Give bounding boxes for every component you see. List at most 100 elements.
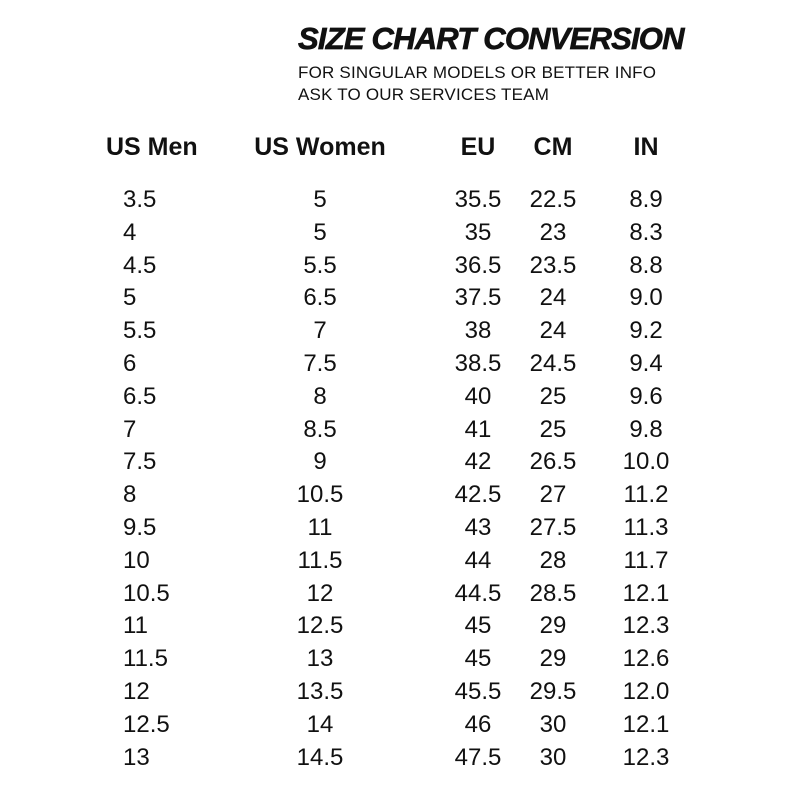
table-row: 5 6.5 37.5 24 9.0	[100, 282, 712, 315]
cell-us-women: 5.5	[303, 251, 337, 279]
cell-us-women: 12	[306, 579, 334, 607]
cell-in: 8.9	[629, 186, 663, 213]
cell-in: 10.0	[622, 448, 670, 476]
cell-cm: 26.5	[529, 448, 577, 476]
cell-eu: 43	[464, 513, 492, 541]
cell-us-men: 5.5	[123, 317, 157, 345]
table-row: 7.5 9 42 26.5 10.0	[100, 446, 712, 479]
table-row: 3.5 5 35.5 22.5 8.9	[100, 184, 712, 217]
cell-in: 12.0	[622, 677, 670, 705]
cell-cm: 30	[539, 743, 567, 771]
cell-in: 9.8	[629, 415, 663, 443]
cell-cm: 27	[539, 481, 567, 509]
cell-eu: 47.5	[454, 743, 502, 771]
cell-in: 12.6	[622, 645, 670, 673]
cell-us-women: 7.5	[303, 349, 337, 377]
column-header-us-men: US Men	[106, 133, 198, 161]
cell-eu: 45	[464, 645, 492, 673]
cell-eu: 40	[464, 382, 492, 410]
size-conversion-table: US Men US Women EU CM IN 3.5 5 35.5 22.5 8.9…	[100, 130, 712, 774]
table-row: 11 12.5 45 29 12.3	[100, 610, 712, 643]
cell-eu: 37.5	[454, 284, 502, 312]
cell-cm: 28.5	[529, 579, 577, 607]
cell-eu: 45	[464, 612, 492, 640]
cell-us-women: 11.5	[297, 546, 343, 574]
cell-in: 11.3	[623, 513, 669, 541]
cell-us-men: 7	[123, 415, 137, 443]
table-row: 11.5 13 45 29 12.6	[100, 643, 712, 676]
cell-us-men: 6.5	[123, 382, 157, 410]
table-row: 7 8.5 41 25 9.8	[100, 414, 712, 447]
cell-eu: 38	[464, 317, 492, 345]
table-row: 5.5 7 38 24 9.2	[100, 315, 712, 348]
cell-us-men: 4.5	[123, 251, 157, 279]
table-header-row: US Men US Women EU CM IN	[100, 130, 712, 184]
cell-eu: 44	[464, 546, 492, 574]
cell-cm: 25	[539, 415, 567, 443]
cell-us-women: 8	[313, 382, 327, 410]
cell-us-men: 5	[123, 284, 137, 312]
cell-in: 9.2	[629, 317, 663, 345]
cell-eu: 41	[464, 415, 492, 443]
cell-in: 9.0	[629, 284, 663, 312]
subtitle-line-2: ASK TO OUR SERVICES TEAM	[298, 85, 550, 104]
cell-us-men: 12	[123, 677, 150, 705]
cell-us-men: 6	[123, 349, 137, 377]
cell-cm: 27.5	[529, 513, 577, 541]
cell-in: 8.3	[629, 218, 663, 246]
chart-header: SIZE CHART CONVERSION FOR SINGULAR MODEL…	[298, 20, 718, 106]
cell-eu: 46	[464, 710, 492, 738]
cell-us-men: 4	[123, 218, 137, 246]
cell-us-women: 5	[313, 218, 327, 246]
table-row: 8 10.5 42.5 27 11.2	[100, 479, 712, 512]
table-row: 6 7.5 38.5 24.5 9.4	[100, 348, 712, 381]
cell-cm: 29	[539, 645, 567, 673]
cell-in: 11.2	[623, 481, 669, 509]
cell-in: 9.6	[629, 382, 663, 410]
table-row: 10 11.5 44 28 11.7	[100, 545, 712, 578]
cell-cm: 29	[539, 612, 567, 640]
cell-us-women: 14.5	[296, 743, 344, 771]
cell-cm: 24.5	[529, 349, 577, 377]
cell-us-men: 12.5	[123, 710, 170, 738]
cell-us-men: 13	[123, 743, 150, 771]
table-row: 6.5 8 40 25 9.6	[100, 381, 712, 414]
column-header-eu: EU	[460, 133, 496, 161]
column-header-cm: CM	[533, 133, 573, 161]
cell-us-men: 10.5	[123, 579, 170, 607]
cell-in: 12.1	[622, 710, 670, 738]
cell-us-men: 3.5	[123, 186, 157, 213]
cell-cm: 24	[539, 284, 567, 312]
table-row: 4.5 5.5 36.5 23.5 8.8	[100, 250, 712, 283]
column-header-in: IN	[633, 133, 659, 161]
cell-cm: 23	[539, 218, 567, 246]
cell-us-men: 9.5	[123, 513, 157, 541]
table-row: 4 5 35 23 8.3	[100, 217, 712, 250]
column-header-us-women: US Women	[254, 133, 386, 161]
table-body: 3.5 5 35.5 22.5 8.9 4 5 35 23 8.3 4.5 5.5 36.5 23.5 8.…	[100, 184, 712, 774]
cell-us-men: 8	[123, 481, 137, 509]
page-subtitle: FOR SINGULAR MODELS OR BETTER INFO ASK T…	[298, 62, 718, 106]
cell-us-men: 10	[123, 546, 150, 574]
cell-eu: 38.5	[454, 349, 502, 377]
cell-in: 11.7	[623, 546, 669, 574]
cell-us-women: 7	[313, 317, 327, 345]
cell-in: 8.8	[629, 251, 663, 279]
cell-eu: 35	[464, 218, 492, 246]
table-row: 12.5 14 46 30 12.1	[100, 709, 712, 742]
cell-eu: 44.5	[454, 579, 502, 607]
cell-us-women: 12.5	[296, 612, 344, 640]
cell-cm: 25	[539, 382, 567, 410]
table-row: 13 14.5 47.5 30 12.3	[100, 742, 712, 775]
cell-us-women: 10.5	[296, 481, 344, 509]
cell-eu: 45.5	[454, 677, 502, 705]
cell-eu: 42.5	[454, 481, 502, 509]
cell-us-men: 7.5	[123, 448, 157, 476]
table-row: 9.5 11 43 27.5 11.3	[100, 512, 712, 545]
cell-us-women: 6.5	[303, 284, 337, 312]
cell-us-men: 11.5	[123, 645, 168, 673]
cell-us-women: 8.5	[303, 415, 337, 443]
cell-cm: 23.5	[529, 251, 577, 279]
cell-cm: 24	[539, 317, 567, 345]
cell-us-women: 5	[313, 186, 327, 213]
